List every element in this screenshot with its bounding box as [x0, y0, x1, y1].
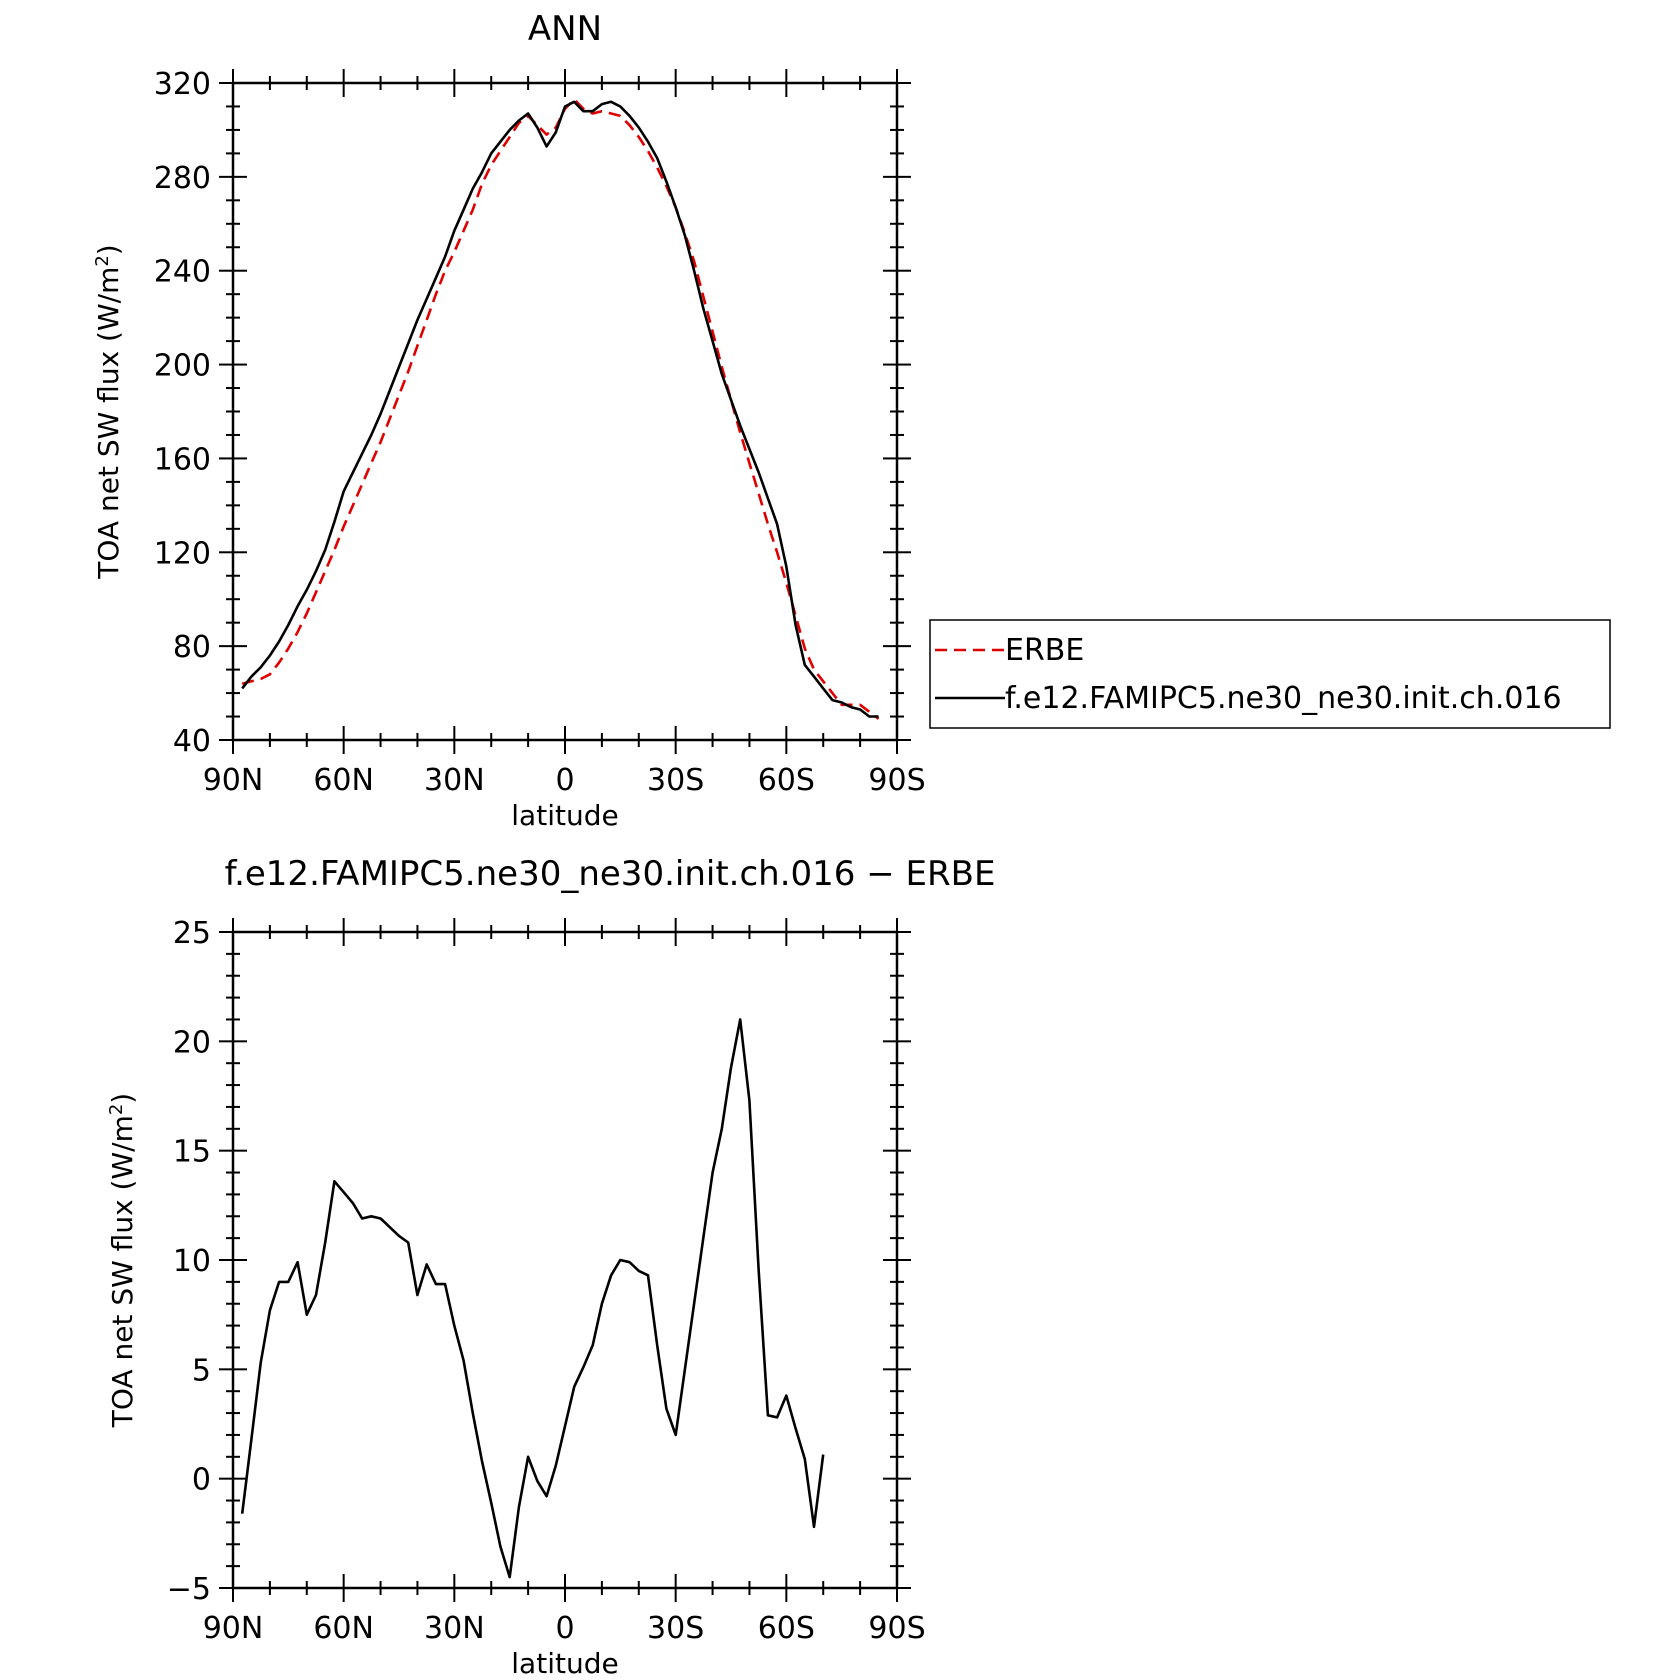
top-x-tick-label: 30S: [647, 763, 704, 798]
bottom-x-tick-label: 30S: [647, 1611, 704, 1646]
bottom-series-line-0: [240, 1018, 825, 1579]
top-y-tick-label: 40: [173, 724, 211, 759]
bottom-plot-frame: [231, 930, 899, 1590]
bottom-y-tick-label: −5: [167, 1572, 211, 1607]
top-x-tick-label: 60N: [313, 763, 374, 798]
top-chart-title: ANN: [528, 9, 602, 49]
bottom-chart-title: f.e12.FAMIPC5.ne30_ne30.init.ch.016 − ER…: [225, 854, 996, 894]
top-y-tick-label: 200: [154, 349, 211, 384]
top-x-tick-label: 90N: [203, 763, 264, 798]
top-y-tick-label: 120: [154, 536, 211, 571]
bottom-x-tick-label: 90S: [868, 1611, 925, 1646]
top-series-line-0: [241, 98, 880, 720]
bottom-x-tick-label: 30N: [424, 1611, 485, 1646]
top-legend: ERBE f.e12.FAMIPC5.ne30_ne30.init.ch.016: [929, 619, 1611, 729]
bottom-x-tick-label: 60S: [758, 1611, 815, 1646]
bottom-y-tick-label: 0: [192, 1463, 211, 1498]
bottom-y-tick-label: 20: [173, 1025, 211, 1060]
top-y-tick-label: 240: [154, 255, 211, 290]
bottom-x-tick-label: 90N: [203, 1611, 264, 1646]
top-panel: ANN 90N 60N 30N 0 30S 60S 90S 40 80 120 160 200 240 28…: [92, 9, 1611, 832]
top-y-tick-label: 80: [173, 630, 211, 665]
bottom-y-axis-label: TOA net SW flux (W/m2): [106, 1093, 139, 1428]
top-series-line-1: [241, 100, 879, 718]
top-legend-label: ERBE: [1005, 633, 1084, 668]
bottom-x-tick-label: 0: [555, 1611, 574, 1646]
top-x-tick-label: 30N: [424, 763, 485, 798]
bottom-x-axis-label: latitude: [511, 1647, 618, 1680]
bottom-y-tick-label: 25: [173, 916, 211, 951]
top-legend-label: f.e12.FAMIPC5.ne30_ne30.init.ch.016: [1005, 681, 1562, 716]
bottom-x-tick-label: 60N: [313, 1611, 374, 1646]
top-y-tick-label: 160: [154, 442, 211, 477]
top-x-tick-label: 90S: [868, 763, 925, 798]
top-y-axis-label: TOA net SW flux (W/m2): [92, 244, 125, 579]
top-y-tick-label: 280: [154, 161, 211, 196]
bottom-y-tick-label: 5: [192, 1353, 211, 1388]
bottom-y-tick-label: 15: [173, 1135, 211, 1170]
top-legend-box: [929, 619, 1611, 729]
top-plot-frame: [231, 81, 899, 742]
bottom-panel: f.e12.FAMIPC5.ne30_ne30.init.ch.016 − ER…: [106, 854, 995, 1680]
bottom-y-tick-label: 10: [173, 1244, 211, 1279]
top-y-tick-label: 320: [154, 67, 211, 102]
top-x-tick-label: 60S: [758, 763, 815, 798]
top-x-axis-label: latitude: [511, 799, 618, 832]
top-x-tick-label: 0: [555, 763, 574, 798]
